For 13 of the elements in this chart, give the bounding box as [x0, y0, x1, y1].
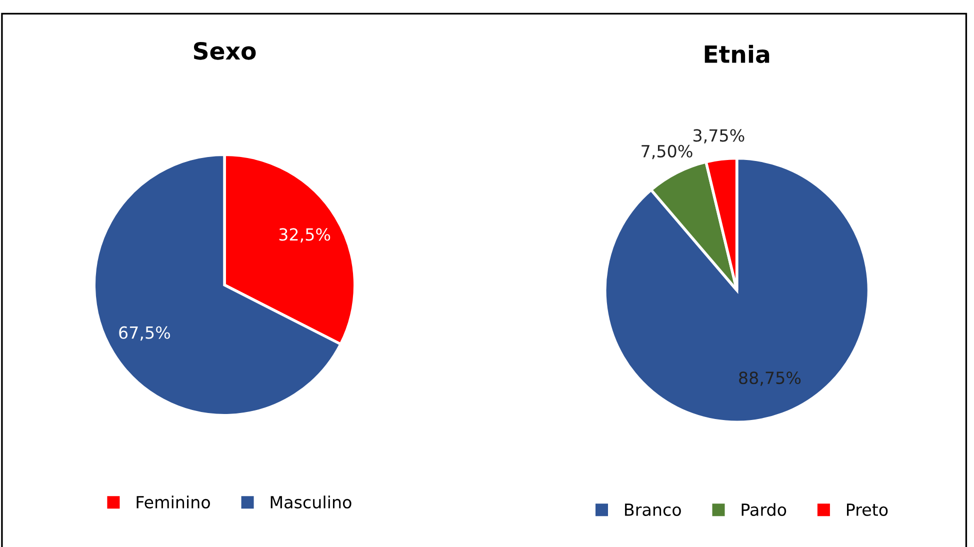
chart-title: Sexo	[194, 42, 256, 60]
pie-slice	[650, 160, 738, 292]
data-label: 3,75%	[693, 129, 744, 144]
legend-label: Pardo	[742, 503, 786, 516]
legend-label: Feminino	[136, 496, 210, 508]
legend-label: Preto	[846, 504, 888, 516]
data-label: 67,5%	[119, 326, 170, 341]
legend-label: Masculino	[270, 496, 352, 508]
legend-label: Branco	[625, 504, 681, 516]
data-label: 88,75%	[739, 372, 801, 386]
chart-title: Etnia	[704, 44, 770, 64]
data-label: 32,5%	[279, 228, 330, 242]
data-label: 7,50%	[642, 144, 692, 160]
